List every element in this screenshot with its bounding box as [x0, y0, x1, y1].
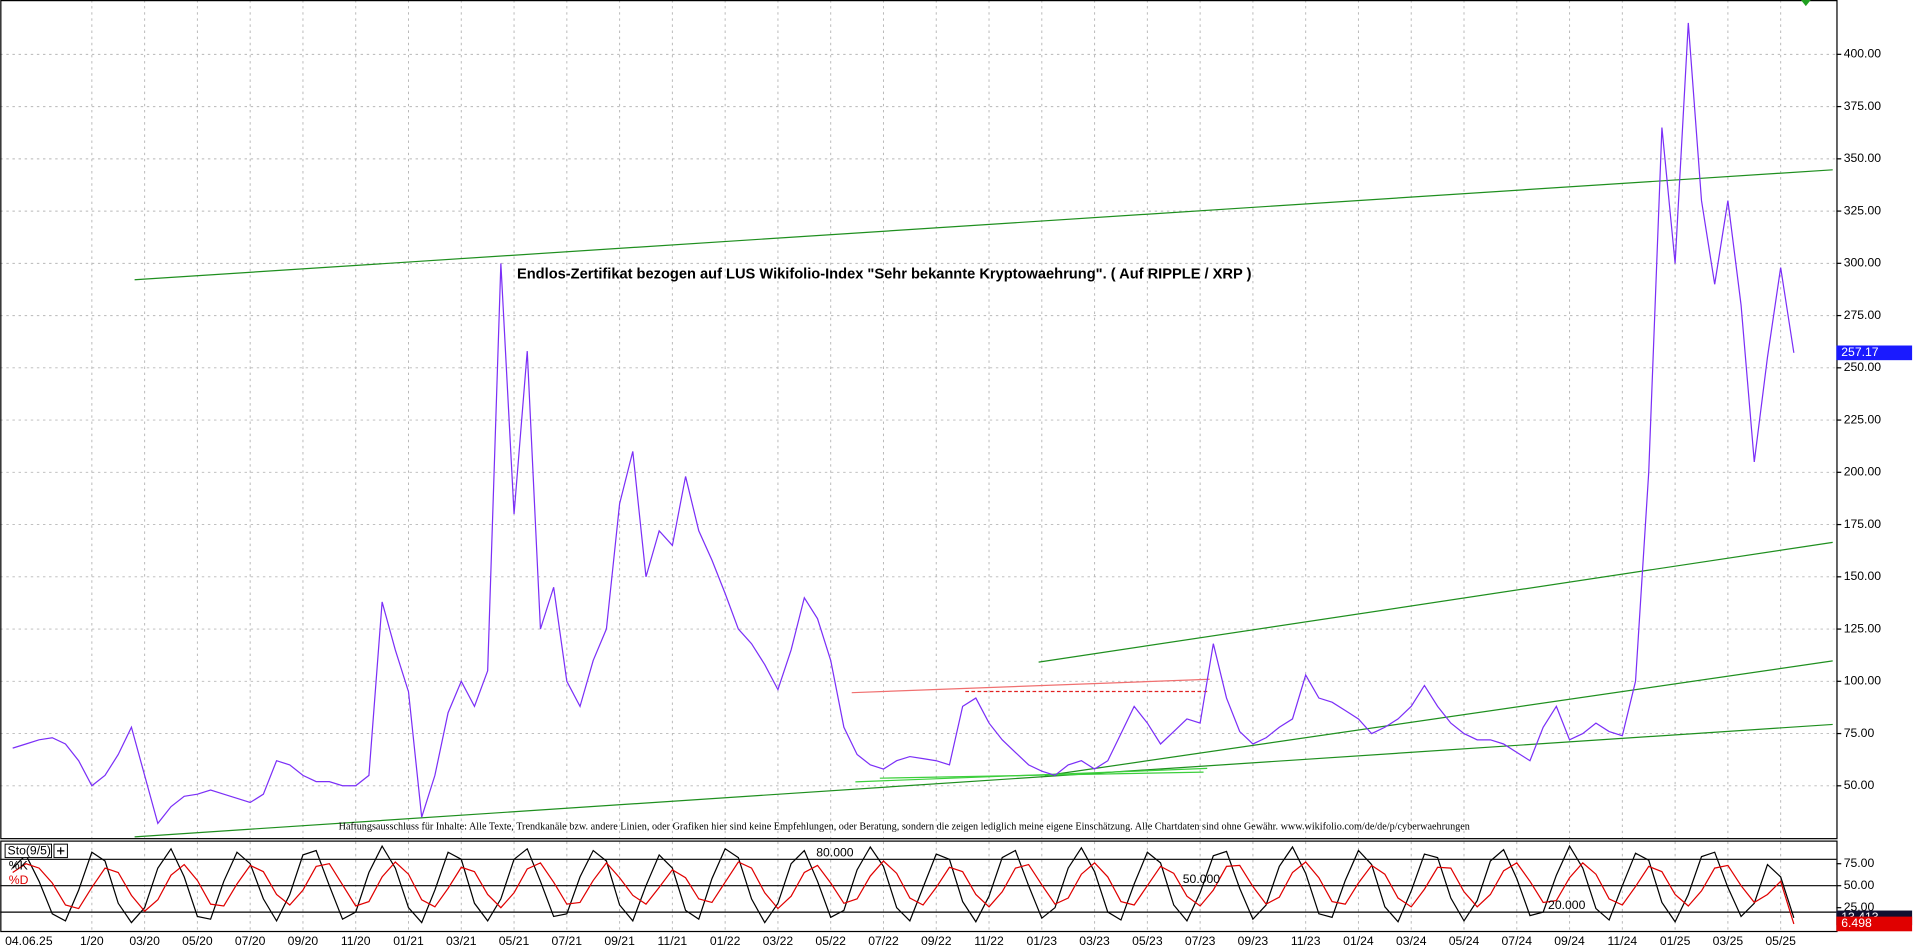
- y-tick-label: 50.00: [1844, 778, 1875, 792]
- x-tick-label: 05/21: [499, 934, 530, 948]
- y-tick-label: 225.00: [1844, 412, 1882, 426]
- y-tick-label: 125.00: [1844, 621, 1882, 635]
- x-tick-label: 05/25: [1765, 934, 1796, 948]
- stoch-title-box: [4, 843, 53, 859]
- x-tick-label: 05/22: [815, 934, 846, 948]
- y-tick-label: 200.00: [1844, 465, 1882, 479]
- y-tick-label: 275.00: [1844, 308, 1882, 322]
- level-label: 80.000: [816, 845, 854, 859]
- x-tick-label: 09/20: [288, 934, 319, 948]
- series-line: [12, 860, 1795, 925]
- x-tick-label: 09/23: [1238, 934, 1269, 948]
- y-tick-label: 375.00: [1844, 99, 1882, 113]
- chart-title: Endlos-Zertifikat bezogen auf LUS Wikifo…: [517, 267, 1252, 283]
- x-tick-label: 09/22: [921, 934, 952, 948]
- series-line: [12, 22, 1795, 825]
- trend-line: [134, 723, 1833, 838]
- x-tick-label: 07/21: [552, 934, 583, 948]
- y-tick-label: 400.00: [1844, 47, 1882, 61]
- legend-k: %K: [9, 858, 28, 872]
- y-tick-label: 150.00: [1844, 569, 1882, 583]
- x-tick-label: 11/21: [658, 934, 688, 948]
- y-tick-label: 50.00: [1844, 878, 1875, 892]
- x-tick-label: 01/21: [393, 934, 424, 948]
- last-value-box: [1836, 916, 1913, 932]
- date-label: 04.06.25: [5, 934, 53, 948]
- trend-lines: [134, 169, 1833, 838]
- x-tick-label: 03/24: [1396, 934, 1427, 948]
- x-tick-label: 09/24: [1554, 934, 1585, 948]
- legend-d: %D: [9, 873, 29, 887]
- y-tick-label: 175.00: [1844, 517, 1882, 531]
- level-label: 20.000: [1548, 898, 1586, 912]
- trend-line: [879, 771, 1204, 779]
- y-tick-label: 325.00: [1844, 203, 1882, 217]
- x-tick-label: 07/22: [868, 934, 899, 948]
- x-tick-label: 03/22: [763, 934, 794, 948]
- x-tick-label: 1/20: [80, 934, 104, 948]
- trend-line: [1044, 660, 1833, 777]
- x-tick-label: 11/23: [1291, 934, 1321, 948]
- x-tick-label: 07/23: [1185, 934, 1216, 948]
- x-tick-label: 11/22: [974, 934, 1004, 948]
- trend-line: [1038, 541, 1833, 663]
- x-tick-label: 03/23: [1079, 934, 1110, 948]
- x-tick-label: 03/21: [446, 934, 477, 948]
- y-tick-label: 350.00: [1844, 151, 1882, 165]
- series-line: [12, 844, 1795, 924]
- x-tick-label: 03/20: [129, 934, 160, 948]
- y-tick-label: 75.00: [1844, 856, 1875, 870]
- trend-line: [134, 169, 1833, 281]
- x-tick-label: 05/23: [1132, 934, 1163, 948]
- x-tick-label: 11/20: [341, 934, 371, 948]
- x-tick-label: 01/22: [710, 934, 741, 948]
- y-tick-label: 300.00: [1844, 256, 1882, 270]
- plot: [12, 22, 1795, 925]
- y-tick-label: 75.00: [1844, 726, 1875, 740]
- x-tick-label: 09/21: [604, 934, 635, 948]
- marker: [1800, 0, 1811, 7]
- x-tick-label: 01/25: [1660, 934, 1691, 948]
- last-value-label: 257.17: [1841, 345, 1879, 359]
- disclaimer: Haftungsausschluss für Inhalte: Alle Tex…: [339, 821, 1471, 833]
- stoch-title: Sto(9/5): [8, 844, 51, 858]
- y-tick-label: 250.00: [1844, 360, 1882, 374]
- x-tick-label: 01/23: [1027, 934, 1058, 948]
- y-tick-label: 25.00: [1844, 900, 1875, 914]
- x-tick-label: 07/24: [1502, 934, 1533, 948]
- level-label: 50.000: [1183, 872, 1221, 886]
- x-tick-label: 07/20: [235, 934, 266, 948]
- add-icon: [57, 847, 65, 855]
- x-tick-label: 05/24: [1449, 934, 1480, 948]
- trend-line: [851, 678, 1210, 694]
- x-tick-label: 03/25: [1713, 934, 1744, 948]
- x-tick-label: 11/24: [1608, 934, 1638, 948]
- x-tick-label: 05/20: [182, 934, 213, 948]
- grid: [0, 0, 1837, 930]
- x-tick-label: 01/24: [1343, 934, 1374, 948]
- last-value-label: 6.498: [1841, 916, 1872, 930]
- last-value-box: [1836, 345, 1913, 361]
- y-tick-label: 100.00: [1844, 674, 1882, 688]
